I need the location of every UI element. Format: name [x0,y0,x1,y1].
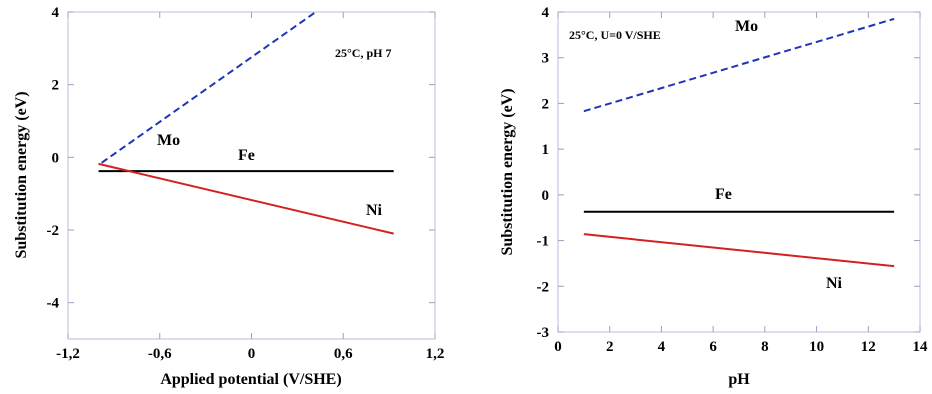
y-tick-labels: -3 -2 -1 0 1 2 3 4 [537,5,550,341]
x-tick-label: 0 [248,346,256,362]
y-tick-labels: -4 -2 0 2 4 [47,5,60,312]
series-label-fe: Fe [715,186,732,203]
y-tick-label: 3 [542,51,550,67]
x-tick-label: 0 [554,339,562,355]
x-tick-label: 8 [761,339,769,355]
series-line-ni [98,162,394,235]
x-tick-label: 14 [913,339,929,355]
y-axis-title: Substitution energy (eV) [499,88,516,255]
y-tick-label: -1 [537,234,550,250]
y-tick-label: -2 [537,279,550,295]
y-tick-label: 2 [52,78,60,94]
x-tick-labels: 0 2 4 6 8 10 12 14 [554,339,928,355]
y-tick-label: -3 [537,325,550,341]
chart-potential: -1,2 -0,6 0 0,6 1,2 -4 -2 0 2 4 Applied potentia… [13,5,444,388]
x-tick-label: -1,2 [56,346,80,362]
y-tick-label: -2 [47,223,60,239]
y-tick-label: -4 [47,296,60,312]
y-axis-title: Substitution energy (eV) [13,91,30,258]
x-tick-labels: -1,2 -0,6 0 0,6 1,2 [56,346,444,362]
plot-frame [67,11,436,340]
y-tick-label: 0 [542,188,550,204]
series-label-mo: Mo [157,132,180,149]
plot-frame [557,11,921,333]
y-tick-label: 4 [542,5,550,21]
y-tick-label: 2 [542,96,550,112]
series-lines [98,11,394,235]
series-line-ni [583,233,895,268]
series-label-ni: Ni [826,275,843,292]
y-tick-label: 4 [52,5,60,21]
series-label-ni: Ni [366,202,383,219]
x-tick-label: 4 [658,339,666,355]
x-tick-label: 0,6 [334,346,353,362]
x-axis-title: pH [728,371,750,388]
series-line-mo [583,17,895,113]
tick-marks [557,11,921,333]
x-tick-label: 10 [809,339,824,355]
series-line-mo [101,11,317,164]
y-tick-label: 1 [542,142,550,158]
tick-marks [67,11,436,339]
x-tick-label: 1,2 [426,346,445,362]
series-label-mo: Mo [735,18,758,35]
condition-label: 25°C, U=0 V/SHE [569,28,661,42]
series-label-fe: Fe [238,147,255,164]
x-axis-title: Applied potential (V/SHE) [160,371,341,388]
x-tick-label: 6 [709,339,717,355]
condition-label: 25°C, pH 7 [335,46,391,60]
x-tick-label: 2 [606,339,614,355]
x-tick-label: -0,6 [148,346,172,362]
y-tick-label: 0 [52,150,60,166]
x-tick-label: 12 [861,339,876,355]
series-lines [583,17,895,268]
